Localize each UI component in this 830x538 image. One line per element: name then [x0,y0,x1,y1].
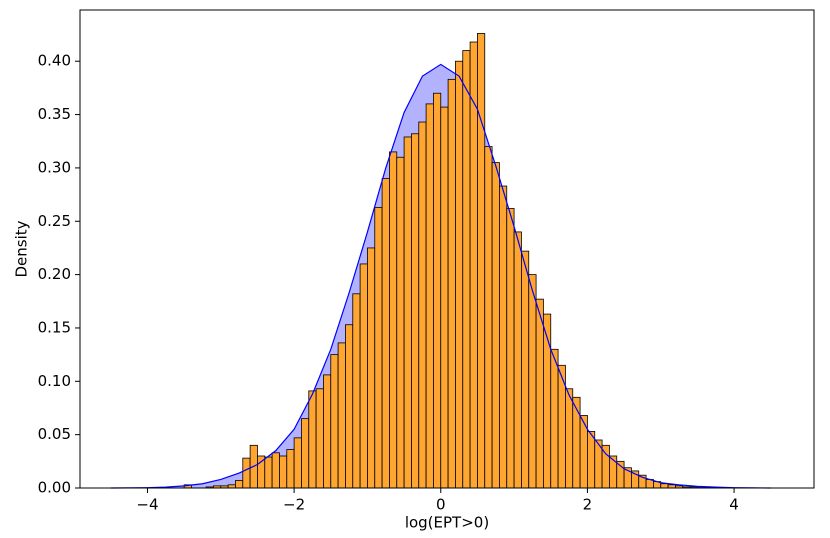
bar [609,455,618,489]
bar [550,348,559,489]
bar [447,78,456,489]
y-tick-label: 0.10 [38,372,71,390]
bar [418,121,427,489]
bar [499,185,508,489]
y-tick-label: 0.40 [38,52,71,70]
x-tick-label: 0 [436,496,446,514]
bar [491,162,500,489]
bar [242,457,251,489]
x-tick-label: 4 [729,496,739,514]
y-tick-label: 0.30 [38,158,71,176]
bar [315,388,324,489]
bar [462,50,471,489]
bar [411,133,420,489]
bar [535,298,544,489]
bar [396,156,405,489]
bar [257,455,266,489]
x-tick-label: 2 [583,496,593,514]
bar [286,449,295,489]
bar [433,92,442,489]
bar [271,452,280,489]
bar [374,206,383,489]
bar [330,354,339,489]
bar [293,437,302,489]
x-tick-label: −2 [283,496,305,514]
bar [367,247,376,489]
bar [359,263,368,489]
bar [345,324,354,489]
bar [264,456,273,489]
bar [521,250,530,489]
kde-line [110,63,771,489]
bar [528,274,537,489]
bar [337,342,346,489]
bar [477,33,486,489]
x-tick-label: −4 [136,496,158,514]
bar [513,231,522,489]
y-tick-label: 0.25 [38,212,71,230]
plot-frame [79,9,815,489]
bar [506,208,515,489]
bar [403,136,412,489]
bar [543,313,552,489]
y-tick-label: 0.05 [38,425,71,443]
bar [587,431,596,489]
bar [484,146,493,489]
bar [565,388,574,489]
bar [323,374,332,489]
y-tick-label: 0.15 [38,318,71,336]
bar [381,178,390,489]
y-tick-label: 0.00 [38,479,71,497]
bar [601,444,610,489]
y-tick-label: 0.35 [38,105,71,123]
y-axis-label: Density [13,220,31,277]
bar [425,103,434,489]
bar [469,41,478,489]
bar [440,106,449,489]
x-axis-label: log(EPT>0) [405,514,489,532]
bar [301,418,310,489]
bar [308,390,317,489]
bar [660,483,669,489]
bar [352,293,361,489]
bar [235,480,244,489]
y-tick-label: 0.20 [38,265,71,283]
bar [279,455,288,489]
bar [572,396,581,489]
bar [455,60,464,489]
bar [389,151,398,489]
